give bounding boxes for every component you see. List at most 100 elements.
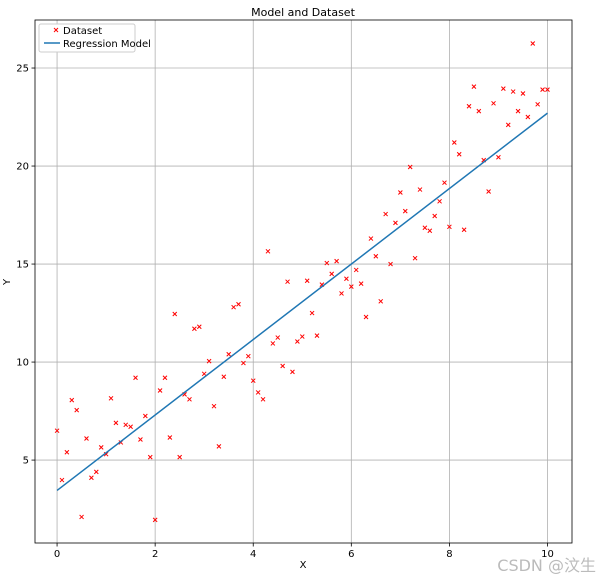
data-point [280,363,286,369]
data-point [265,248,271,254]
data-point [358,281,364,287]
data-point [402,208,408,214]
data-point [344,276,349,282]
legend-label-dataset: Dataset [63,26,102,37]
chart-title: Model and Dataset [251,6,355,19]
data-point [348,284,354,289]
y-axis-label: Y [2,278,13,286]
data-point [177,454,183,460]
data-point [54,428,60,434]
data-point [388,261,393,267]
legend-label-regression: Regression Model [63,39,151,50]
data-point [393,220,398,226]
data-point [270,341,276,346]
y-tick-label: 20 [16,162,29,173]
plot-frame [34,19,573,544]
data-point [368,236,374,241]
data-point [84,436,89,441]
data-point [461,227,467,233]
grid [35,20,572,543]
y-tick-label: 15 [16,260,29,271]
legend-marker-dataset [53,27,59,33]
data-point [285,279,290,285]
data-point [93,469,99,475]
regression-line [56,112,548,492]
data-point [201,371,207,377]
data-point [157,388,163,393]
data-point [427,228,433,234]
data-point [520,91,526,96]
data-point [79,514,84,520]
y-tick-label: 25 [16,64,29,75]
data-point [491,100,496,106]
legend: Dataset Regression Model [38,23,151,53]
data-point [378,298,384,304]
data-point [290,369,295,375]
x-tick-label: 4 [250,549,256,560]
data-point [466,103,472,109]
data-point [167,435,173,440]
data-point [417,187,423,192]
data-point [422,225,428,231]
data-point [363,314,369,320]
data-point [314,333,320,338]
data-point [196,324,202,330]
data-point [260,396,266,402]
data-point [447,224,452,230]
x-tick-label: 6 [348,549,354,560]
data-point [211,403,217,409]
marks [54,41,550,523]
data-point [206,358,212,364]
data-point [442,180,447,186]
x-tick-label: 2 [152,549,158,560]
data-point [451,140,457,145]
data-point [236,301,241,307]
data-point [309,310,315,316]
data-point [250,378,256,384]
data-point [329,271,335,277]
data-point [128,424,133,430]
data-point [525,114,531,120]
data-point [59,477,65,483]
data-point [138,437,143,442]
data-point [505,122,511,128]
data-point [74,407,80,413]
data-point [255,390,261,395]
data-point [476,108,482,114]
data-point [407,164,413,170]
data-point [295,339,300,344]
data-point [89,475,94,481]
data-point [486,189,491,194]
data-point [162,375,168,381]
data-point [133,375,138,381]
data-point [241,360,246,366]
data-point [545,87,550,92]
x-tick-label: 10 [541,549,554,560]
watermark: CSDN @汶生 [497,556,596,575]
data-point [339,291,344,296]
data-point [152,517,158,523]
data-point [353,267,359,273]
data-point [540,87,545,92]
data-point [113,420,119,426]
data-point [304,278,310,284]
ticks: 0 2 4 6 8 10 5 10 15 20 25 [16,64,554,560]
data-point [373,253,379,259]
data-point [123,422,129,428]
data-point [530,41,536,46]
data-point [69,397,75,403]
data-point [192,326,197,332]
data-point [142,413,148,419]
y-tick-label: 5 [23,456,29,467]
data-point [383,211,388,217]
data-point [535,101,541,107]
x-tick-label: 0 [54,549,60,560]
y-tick-label: 10 [16,358,29,369]
data-point [299,334,305,339]
data-point [216,444,222,449]
data-point [334,258,339,264]
data-point [500,86,506,91]
data-point [496,154,501,160]
data-point [515,108,521,114]
